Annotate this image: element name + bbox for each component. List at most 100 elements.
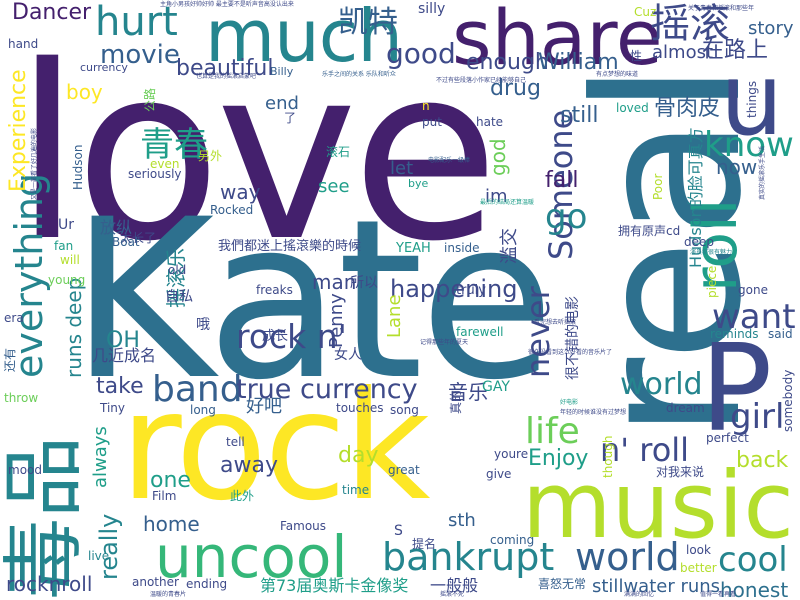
- word-stillwater: stillwater runs: [592, 576, 721, 597]
- phrase-tiny-13: 记得那些年的夏天: [420, 339, 469, 346]
- word-yibanban: 一般般: [430, 576, 479, 595]
- word-dream: dream: [666, 401, 705, 415]
- word-loved: loved: [616, 101, 649, 115]
- word-gay: GAY: [482, 379, 510, 395]
- word-ending: ending: [186, 577, 228, 591]
- word-famous: Famous: [280, 519, 327, 533]
- word-runs-deep: runs deep: [62, 277, 86, 378]
- phrase-tiny-5: 不过有些段落小作家已经能够自己: [436, 77, 527, 84]
- word-oh: OH: [106, 328, 140, 353]
- word-o: 哦: [196, 317, 210, 333]
- word-lingwai: 另外: [198, 149, 223, 163]
- phrase-tiny-7: 又是一部看了好几遍的电影: [31, 127, 38, 200]
- word-home: home: [143, 512, 200, 536]
- word-beautiful: beautiful: [176, 56, 274, 81]
- word-put: put: [422, 115, 442, 129]
- word-gone: gone: [738, 283, 768, 297]
- phrase-tiny-11: 年轻的时候谁没有过梦想: [560, 409, 627, 416]
- word-deep: deep: [684, 235, 714, 249]
- word-way: way: [220, 180, 261, 204]
- word-yinyue: 音乐: [448, 380, 488, 404]
- word-old: old: [168, 263, 187, 277]
- word-tiny: Tiny: [100, 401, 126, 415]
- word-sth: sth: [448, 510, 476, 531]
- word-n: n: [422, 99, 430, 113]
- word-william: William: [538, 50, 619, 75]
- word-another: another: [132, 575, 179, 589]
- word-p: P: [700, 320, 773, 459]
- word-time: time: [342, 483, 370, 497]
- word-jijinchengming: 几近成名: [92, 346, 157, 365]
- word-rock-era-phrase: 我們都迷上搖滾樂的時候: [218, 239, 362, 254]
- word-boy: boy: [66, 80, 103, 104]
- word-suoyi: 所以: [350, 275, 378, 291]
- word-freaks: freaks: [256, 283, 293, 297]
- phrase-tiny-2: 也算是我的摇滚启蒙吧: [196, 73, 257, 80]
- word-still: still: [560, 103, 599, 128]
- word-yaogun: 摇滚: [650, 1, 730, 47]
- word-enough: enough: [466, 50, 549, 75]
- word-xing: 性: [630, 49, 643, 63]
- word-perfect: perfect: [706, 431, 749, 445]
- word-almost: almost: [652, 42, 714, 63]
- word-bankrupt: bankrupt: [382, 535, 555, 579]
- word-long: long: [190, 403, 216, 417]
- word-im: im: [485, 186, 508, 207]
- word-girl: girl: [730, 397, 785, 437]
- word-take: take: [96, 374, 144, 399]
- word-fan: fan: [54, 239, 74, 253]
- word-cuz: Cuz: [634, 5, 657, 19]
- word-much: much: [205, 0, 403, 78]
- word-haiyou: 还有: [3, 347, 17, 372]
- word-hate: hate: [476, 115, 504, 129]
- word-movie: movie: [100, 40, 180, 70]
- word-share: share: [452, 0, 663, 82]
- word-gurou: 骨肉皮: [654, 96, 721, 121]
- word-u: u: [720, 41, 784, 158]
- word-dancer: Dancer: [12, 0, 92, 25]
- word-youre: youre: [494, 447, 529, 461]
- word-boat: Boat: [112, 235, 140, 249]
- word-ur: Ur: [58, 217, 75, 233]
- word-zisi: 自私: [165, 289, 193, 305]
- word-now: now: [716, 155, 758, 179]
- word-music: music: [522, 452, 795, 559]
- word-coming: coming: [490, 533, 535, 547]
- phrase-tiny-12: 真实的摇滚乐手生活: [759, 145, 766, 200]
- word-xinu: 喜怒无常: [538, 577, 587, 591]
- word-uncool: uncool: [155, 523, 348, 591]
- word-s: S: [394, 523, 403, 539]
- word-world-right: world: [620, 367, 703, 402]
- word-truly: truly: [456, 283, 486, 298]
- word-soundtrack-cd: 拥有原声cd: [618, 224, 681, 238]
- word-song: song: [390, 403, 419, 417]
- word-duiwolaishuo: 对我来说: [656, 465, 705, 479]
- word-see: see: [318, 176, 350, 197]
- word-good-film: 很不错的电影: [565, 296, 581, 380]
- word-life: life: [525, 411, 580, 452]
- word-god: god: [486, 138, 510, 176]
- phrase-tiny-6: 关于青春和摇滚和那些年: [688, 5, 755, 12]
- word-happening: happening: [390, 275, 518, 303]
- word-haoba: 好吧: [246, 396, 282, 417]
- word-somebody: somebody: [781, 369, 795, 432]
- word-poor: Poor: [651, 173, 665, 200]
- word-gonglu: 公路: [143, 87, 157, 112]
- word-things: things: [745, 80, 759, 118]
- word-rock: rock: [120, 360, 430, 534]
- word-throw: throw: [4, 391, 39, 405]
- word-go: go: [545, 197, 588, 237]
- word-want: want: [712, 297, 796, 337]
- word-one: one: [150, 468, 191, 493]
- word-tell: tell: [226, 435, 245, 449]
- word-day: day: [338, 443, 379, 468]
- word-said: said: [768, 327, 793, 341]
- phrase-tiny-9: 很久没看到这么好看的音乐片了: [528, 349, 613, 356]
- word-penny: Penny: [326, 293, 347, 348]
- word-let: let: [390, 158, 414, 179]
- word-back: back: [736, 448, 789, 473]
- word-le: 了: [284, 111, 297, 125]
- word-will: will: [60, 253, 80, 267]
- word-timing: 提名: [412, 537, 437, 551]
